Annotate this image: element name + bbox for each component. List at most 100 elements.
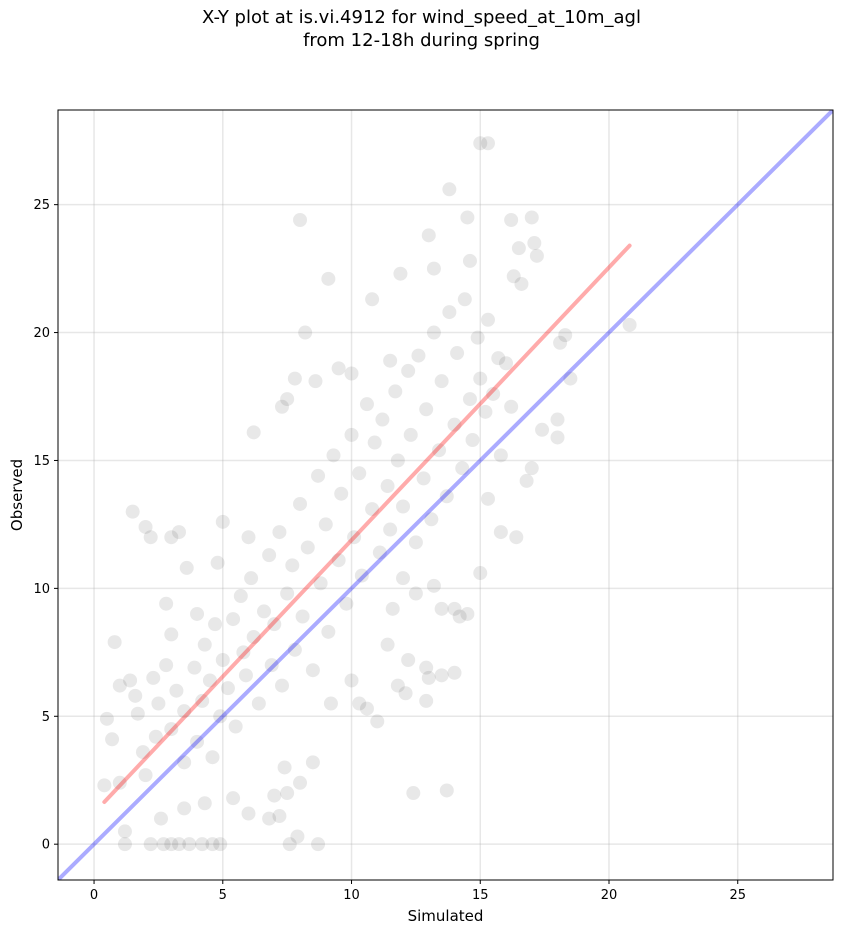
data-point — [298, 325, 313, 340]
data-point — [334, 486, 349, 501]
data-point — [244, 571, 259, 586]
data-point — [246, 425, 261, 440]
data-point — [130, 706, 145, 721]
data-point — [156, 837, 171, 852]
data-point — [558, 328, 573, 343]
data-point — [383, 353, 398, 368]
data-point — [509, 530, 524, 545]
data-point — [197, 637, 212, 652]
data-point — [550, 412, 565, 427]
data-point — [367, 435, 382, 450]
data-point — [300, 540, 315, 555]
data-point — [359, 397, 374, 412]
data-point — [527, 236, 542, 251]
data-point — [321, 271, 336, 286]
data-point — [151, 696, 166, 711]
data-point — [462, 253, 477, 268]
data-point — [434, 374, 449, 389]
data-point — [146, 670, 161, 685]
data-point — [401, 653, 416, 667]
data-point — [105, 732, 120, 747]
data-point — [215, 514, 230, 529]
data-point — [370, 714, 385, 729]
data-point — [275, 399, 290, 414]
data-point — [295, 609, 310, 624]
data-point — [519, 473, 534, 488]
y-tick-label: 10 — [33, 582, 50, 597]
data-point — [169, 683, 184, 698]
data-point — [524, 210, 539, 225]
data-point — [385, 601, 400, 616]
data-point — [311, 468, 326, 483]
data-point — [262, 811, 277, 826]
data-point — [262, 548, 277, 563]
data-point — [344, 366, 359, 381]
data-point — [177, 801, 192, 816]
data-point — [480, 491, 495, 506]
data-point — [390, 453, 405, 468]
data-point — [177, 755, 192, 770]
chart-title-line-1: X-Y plot at is.vi.4912 for wind_speed_at… — [202, 7, 641, 28]
data-point — [375, 412, 390, 427]
data-point — [398, 686, 413, 701]
data-point — [344, 427, 359, 442]
data-point — [311, 837, 326, 852]
data-point — [388, 384, 403, 399]
data-point — [213, 837, 228, 852]
data-point — [308, 374, 323, 389]
data-point — [344, 673, 359, 688]
data-point — [411, 348, 426, 363]
reference-lines — [58, 110, 833, 880]
data-point — [125, 504, 140, 519]
data-point — [205, 837, 220, 852]
data-point — [380, 637, 395, 652]
data-point — [352, 696, 367, 711]
data-point — [275, 678, 290, 693]
data-point — [393, 266, 408, 281]
data-point — [213, 709, 228, 724]
data-point — [228, 719, 243, 734]
data-point — [210, 555, 225, 570]
data-point — [112, 775, 127, 790]
data-point — [450, 346, 465, 361]
data-point — [401, 363, 416, 378]
y-tick-label: 25 — [33, 198, 50, 213]
data-point — [164, 837, 179, 852]
data-point — [215, 653, 230, 667]
data-point — [354, 568, 369, 583]
data-point — [426, 261, 441, 276]
data-point — [195, 693, 210, 708]
data-point — [424, 512, 439, 527]
data-point — [563, 371, 578, 386]
data-point — [439, 783, 454, 798]
data-point — [491, 351, 506, 366]
data-point — [408, 535, 423, 550]
data-point — [321, 624, 336, 639]
data-point — [143, 530, 158, 545]
data-point — [287, 642, 302, 657]
x-tick-label: 25 — [729, 888, 746, 903]
data-point — [138, 519, 153, 534]
data-point — [135, 745, 150, 760]
data-point — [305, 663, 320, 678]
data-point — [197, 796, 212, 811]
data-point — [535, 422, 550, 437]
data-point — [506, 269, 521, 284]
data-point — [267, 788, 282, 803]
data-point — [504, 213, 519, 227]
data-point — [148, 729, 163, 744]
data-point — [195, 837, 210, 852]
data-point — [313, 576, 328, 591]
data-point — [455, 461, 470, 476]
x-axis-label: Simulated — [408, 907, 484, 925]
chart-title-line-2: from 12-18h during spring — [303, 30, 540, 51]
data-point — [179, 560, 194, 575]
data-point — [480, 312, 495, 327]
data-point — [164, 530, 179, 545]
data-point — [419, 660, 434, 675]
data-point — [504, 399, 519, 414]
data-point — [293, 775, 308, 790]
data-point — [524, 461, 539, 476]
y-tick-label: 0 — [42, 838, 50, 853]
